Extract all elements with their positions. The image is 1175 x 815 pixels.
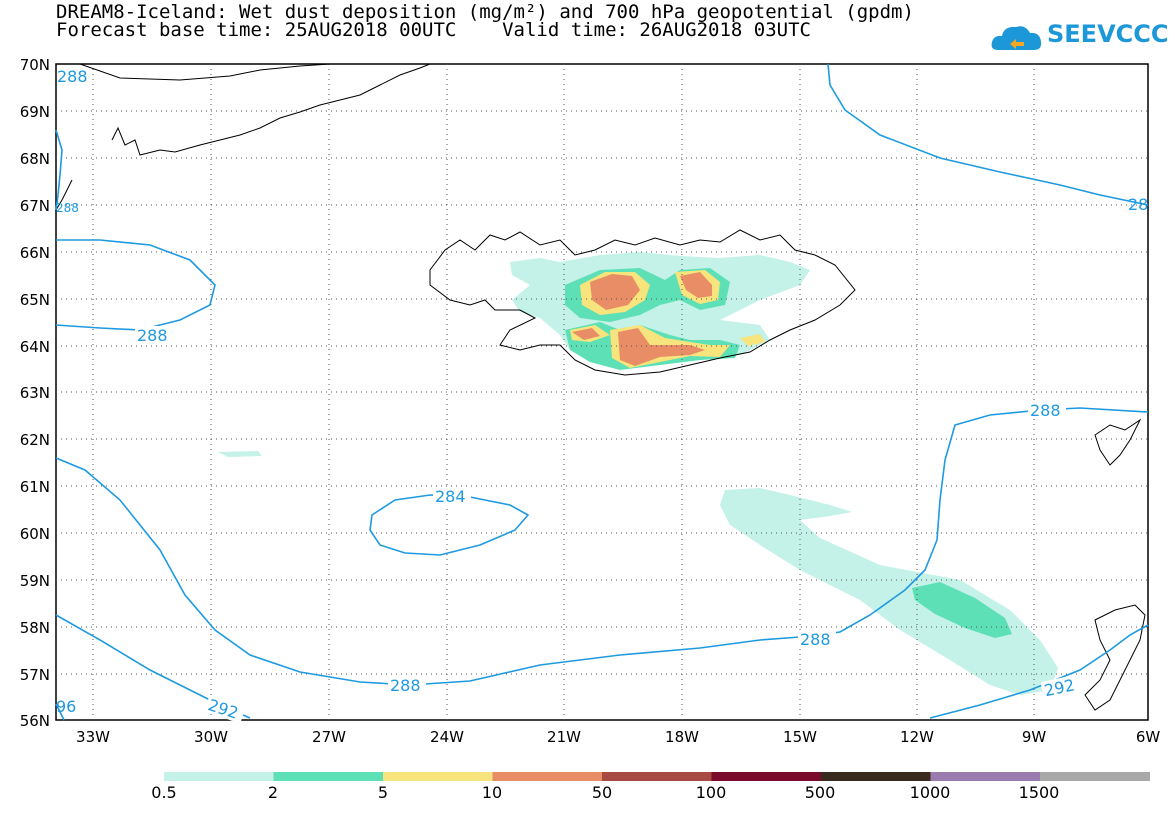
lat-label: 59N: [19, 572, 50, 590]
contour-label: 288: [137, 326, 168, 345]
lat-label: 62N: [19, 431, 50, 449]
colorbar-label: 50: [591, 783, 613, 802]
lat-label: 66N: [19, 244, 50, 262]
contour-label: 288: [800, 630, 831, 649]
colorbar-swatch: [1040, 772, 1150, 781]
contour-label: 28: [1128, 195, 1148, 214]
lon-label: 9W: [1021, 728, 1047, 746]
contour-label: 288: [56, 201, 79, 215]
colorbar-label: 1000: [909, 783, 951, 802]
map-title: DREAM8-Iceland: Wet dust deposition (mg/…: [56, 1, 914, 23]
lat-label: 65N: [19, 291, 50, 309]
lon-label: 33W: [76, 728, 110, 746]
colorbar-swatch: [821, 772, 931, 781]
lon-label: 24W: [430, 728, 464, 746]
contour-label: 96: [56, 697, 76, 716]
colorbar-label: 1500: [1018, 783, 1060, 802]
lon-label: 27W: [312, 728, 346, 746]
lat-label: 67N: [19, 197, 50, 215]
lat-label: 63N: [19, 384, 50, 402]
dust-deposition-shading: [218, 451, 1058, 695]
lat-label: 57N: [19, 666, 50, 684]
lat-label: 64N: [19, 338, 50, 356]
coastlines: [55, 63, 1146, 711]
colorbar-label: 10: [481, 783, 503, 802]
lat-label: 56N: [19, 712, 50, 730]
lat-label: 60N: [19, 525, 50, 543]
colorbar: [164, 772, 1150, 781]
colorbar-swatch: [711, 772, 822, 781]
colorbar-swatch: [383, 772, 493, 781]
colorbar-label: 100: [695, 783, 727, 802]
colorbar-label: 0.5: [151, 783, 177, 802]
colorbar-label: 500: [804, 783, 836, 802]
contour-label: 288: [1030, 401, 1061, 420]
colorbar-swatch: [164, 772, 274, 781]
lat-label: 68N: [19, 150, 50, 168]
lon-label: 30W: [194, 728, 228, 746]
map-subtitle: Forecast base time: 25AUG2018 00UTC Vali…: [56, 19, 811, 41]
lon-label: 12W: [900, 728, 934, 746]
lat-label: 61N: [19, 478, 50, 496]
colorbar-swatch: [492, 772, 603, 781]
lon-label: 15W: [783, 728, 817, 746]
contour-label: 284: [435, 487, 466, 506]
colorbar-label: 5: [377, 783, 389, 802]
colorbar-swatch: [273, 772, 384, 781]
iceland-dust: [510, 252, 810, 370]
contour-label: 288: [390, 676, 421, 695]
colorbar-swatch: [602, 772, 712, 781]
lon-label: 18W: [665, 728, 699, 746]
contour-label: 288: [57, 67, 88, 86]
colorbar-swatch: [930, 772, 1041, 781]
colorbar-label: 2: [267, 783, 279, 802]
lon-label: 6W: [1135, 728, 1161, 746]
logo-text: SEEVCCC: [1047, 20, 1169, 48]
lat-label: 69N: [19, 103, 50, 121]
lat-label: 58N: [19, 619, 50, 637]
lat-label: 70N: [19, 56, 50, 74]
map-grid: [56, 64, 1148, 720]
lon-label: 21W: [547, 728, 581, 746]
contour-label-group: 288 288 284 288 288 292 292 96 28 288 28…: [56, 67, 1148, 724]
cloud-icon: [991, 26, 1042, 50]
